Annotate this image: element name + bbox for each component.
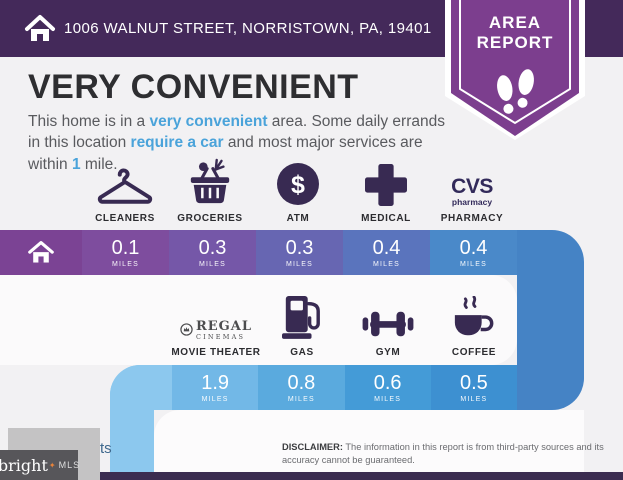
regal-cinemas-logo: REGAL CINEMAS [180, 320, 252, 341]
dumbbell-icon [362, 311, 414, 337]
distance-band-right-connector [517, 230, 584, 410]
medical-cross-icon [365, 164, 407, 206]
badge-line1: AREA [488, 13, 542, 32]
distance-segment: 1.9 MILES [172, 365, 259, 410]
bottom-cutout [154, 410, 584, 472]
distance-unit: MILES [287, 395, 315, 403]
distance-value: 0.6 [373, 371, 402, 394]
distance-segment: 0.6 MILES [344, 365, 431, 410]
distance-segment: 0.4 MILES [430, 230, 517, 275]
bar-curve-segment [110, 365, 172, 410]
poi-label: GYM [375, 347, 401, 358]
distance-segment: 0.3 MILES [169, 230, 256, 275]
distance-unit: MILES [372, 260, 400, 268]
poi-pharmacy: CVS pharmacy PHARMACY [417, 160, 527, 225]
intro-text: area. Some daily errands in this locatio… [28, 113, 445, 152]
poi-gas: GAS [247, 294, 357, 358]
gas-pump-icon [282, 296, 320, 339]
poi-label: MEDICAL [361, 213, 411, 224]
brightmls-watermark: bright ✦ MLS [0, 450, 81, 480]
home-segment [0, 230, 82, 275]
area-report-badge: AREA REPORT [445, 0, 585, 142]
dollar-symbol: $ [291, 171, 305, 199]
distance-segment: 0.3 MILES [256, 230, 343, 275]
distance-value: 0.3 [285, 236, 314, 259]
distance-unit: MILES [285, 260, 313, 268]
dollar-circle-icon: $ [277, 163, 319, 205]
poi-label: ATM [286, 213, 310, 224]
badge-shield-icon [445, 0, 585, 140]
intro-highlight-car: require a car [130, 134, 224, 152]
regal-cinemas-text: CINEMAS [195, 332, 246, 341]
cvs-pharmacy-logo: CVS pharmacy [451, 176, 493, 207]
badge-title: AREA REPORT [445, 13, 585, 53]
poi-movie-theater: REGAL CINEMAS MOVIE THEATER [161, 294, 271, 359]
intro-text: and most major services are within [28, 134, 423, 173]
distance-segment: 0.4 MILES [343, 230, 430, 275]
distance-segment: 0.1 MILES [82, 230, 169, 275]
intro-text: This home is in a [28, 113, 150, 130]
distance-unit: MILES [201, 395, 229, 403]
poi-label: GROCERIES [177, 213, 243, 224]
distance-value: 0.8 [287, 371, 316, 394]
poi-label: MOVIE THEATER [171, 347, 261, 358]
distance-value: 0.4 [459, 236, 488, 259]
page-title: VERY CONVENIENT [28, 68, 359, 106]
hanger-icon [97, 168, 153, 204]
intro-paragraph: This home is in a very convenient area. … [28, 111, 456, 175]
cvs-pharmacy-text: pharmacy [451, 196, 493, 207]
intro-highlight-convenient: very convenient [149, 113, 268, 130]
badge-line2: REPORT [476, 33, 554, 52]
property-address: 1006 WALNUT STREET, NORRISTOWN, PA, 1940… [64, 20, 432, 37]
brightmls-logo-text: bright [0, 455, 48, 475]
poi-label: GAS [290, 347, 314, 358]
cvs-logo-text: CVS [451, 174, 493, 198]
poi-coffee: COFFEE [419, 294, 529, 358]
distance-unit: MILES [459, 260, 487, 268]
home-icon [28, 240, 54, 263]
middle-cutout [0, 275, 517, 365]
distance-value: 0.1 [111, 236, 140, 259]
footprints-icon [497, 69, 534, 114]
poi-label: CLEANERS [95, 213, 155, 224]
disclaimer-body: The information in this report is from t… [282, 442, 604, 466]
poi-medical: MEDICAL [331, 160, 441, 224]
distance-value: 0.5 [459, 371, 488, 394]
distance-value: 0.3 [198, 236, 227, 259]
poi-label: PHARMACY [440, 213, 504, 224]
brightmls-mls-text: MLS [58, 460, 81, 470]
distance-segment: 0.8 MILES [258, 365, 345, 410]
regal-logo-text: REGAL [195, 318, 253, 334]
distance-bar-row2: 1.9 MILES 0.8 MILES 0.6 MILES 0.5 MILES [110, 365, 517, 410]
coffee-cup-icon [454, 296, 494, 336]
poi-label: COFFEE [451, 347, 497, 358]
distance-bar-row1: 0.1 MILES 0.3 MILES 0.3 MILES 0.4 MILES … [0, 230, 517, 275]
footer-bar [0, 472, 623, 480]
brightmls-star-icon: ✦ [48, 460, 56, 470]
intro-text: mile. [80, 155, 118, 173]
distance-value: 0.4 [372, 236, 401, 259]
grocery-basket-icon [190, 158, 230, 204]
distance-unit: MILES [111, 260, 139, 268]
poi-groceries: GROCERIES [155, 158, 265, 224]
regal-crown-icon [180, 323, 193, 336]
poi-gym: GYM [333, 294, 443, 358]
disclaimer-text: DISCLAIMER: The information in this repo… [282, 441, 604, 467]
disclaimer-label: DISCLAIMER: [282, 442, 343, 452]
poi-atm: $ ATM [243, 160, 353, 224]
distance-unit: MILES [460, 395, 488, 403]
poi-cleaners: CLEANERS [70, 160, 180, 224]
home-icon [25, 15, 55, 41]
distance-unit: MILES [374, 395, 402, 403]
distance-value: 1.9 [201, 371, 230, 394]
distance-segment: 0.5 MILES [430, 365, 517, 410]
distance-unit: MILES [198, 260, 226, 268]
intro-highlight-mile: 1 [71, 155, 81, 173]
